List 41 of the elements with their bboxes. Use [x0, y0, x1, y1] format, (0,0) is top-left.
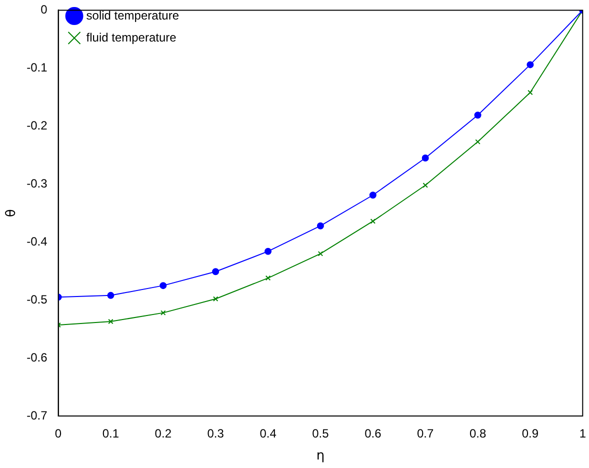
x-tick-label: 0 [54, 426, 62, 441]
point [369, 192, 376, 199]
point [160, 282, 167, 290]
point [212, 268, 220, 276]
y-tick-label: -0.5 [26, 292, 48, 306]
point [160, 310, 166, 316]
legend-label: fluid temperature [86, 30, 177, 44]
point [318, 251, 324, 256]
point [422, 154, 429, 162]
x-axis-title: η [316, 448, 325, 464]
x-tick-label: 0.2 [154, 426, 172, 441]
y-tick-label: -0.2 [26, 118, 48, 132]
y-tick-label: -0.4 [26, 234, 48, 248]
point [526, 61, 534, 68]
y-tick-label: 0 [40, 2, 48, 17]
point [316, 222, 324, 230]
point [212, 296, 218, 302]
point [108, 318, 114, 324]
point [475, 139, 480, 144]
x-tick-label: 0.6 [364, 426, 382, 441]
point [528, 90, 533, 96]
x-tick-label: 0.5 [312, 426, 330, 441]
point [107, 292, 114, 299]
point [370, 218, 376, 224]
y-tick-label: -0.3 [26, 176, 48, 190]
x-tick-label: 0.1 [102, 426, 120, 441]
x-tick-label: 0.3 [207, 426, 224, 441]
y-tick-label: -0.7 [26, 408, 48, 422]
point [474, 112, 482, 119]
point [265, 275, 271, 281]
x-tick-label: 0.9 [522, 426, 539, 441]
point [422, 182, 428, 188]
point [264, 248, 272, 255]
x-tick-label: 0.7 [417, 426, 434, 441]
y-tick-label: -0.6 [26, 350, 48, 364]
x-tick-label: 0.4 [260, 426, 277, 441]
x-tick-label: 1 [579, 426, 586, 441]
y-axis-title: θ [4, 209, 20, 218]
x-tick-label: 0.8 [469, 426, 486, 441]
y-tick-label: -0.1 [26, 60, 48, 74]
legend-label: solid temperature [86, 8, 180, 22]
